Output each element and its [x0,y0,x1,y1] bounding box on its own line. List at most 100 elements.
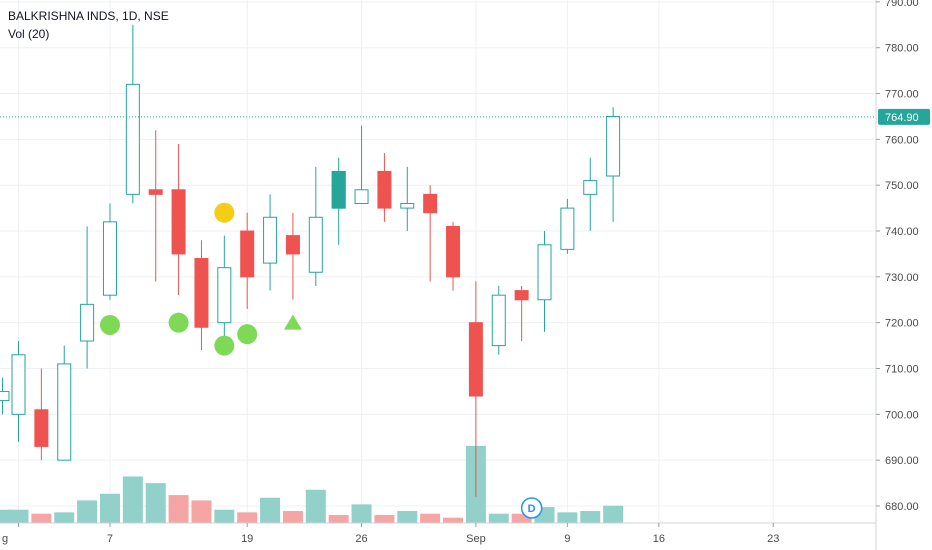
candle [400,166,415,232]
volume-bar [54,512,75,523]
volume-bar [99,493,120,523]
dividend-icon[interactable] [520,497,543,519]
candle-body-up [102,221,117,296]
candle [285,212,300,300]
volume-bar [214,509,235,523]
candle-body-down [171,189,186,255]
candle [34,368,49,461]
price-axis-background [876,0,932,550]
volume-bar [557,512,578,523]
candle-body-down [194,258,209,328]
candle-body-up [606,115,621,177]
time-tick-label: 19 [241,533,253,545]
candle-body-up [125,83,140,195]
price-tick-label: 730.00 [885,272,919,284]
volume-bar [351,504,372,523]
candle [125,24,140,204]
time-tick-label: 26 [355,533,367,545]
time-tick-label: Sep [466,533,486,545]
volume-bar [31,513,52,523]
time-tick-label: 23 [767,533,779,545]
candle-body-up [537,244,552,301]
volume-bar [580,511,601,523]
volume-bar [374,515,395,523]
candle-body-down [285,235,300,255]
candle-body-down [423,193,438,214]
candle [102,203,117,300]
marker-layer [99,202,302,356]
candle [491,286,506,355]
candle [583,157,598,232]
candle [57,345,72,461]
candle [240,212,255,309]
price-tick-label: 750.00 [885,180,919,192]
candle [468,281,483,497]
price-tick-label: 710.00 [885,364,919,376]
price-tick-label: 790.00 [885,0,919,9]
candle-body-up [57,363,72,461]
candle-body-solid [331,170,346,209]
volume-bar [397,511,418,523]
volume-bar [603,505,624,523]
candle-body-up [11,354,26,415]
candle-body-down [148,189,163,195]
dividend-marker[interactable]: D [520,497,543,519]
volume-bar [511,513,532,523]
volume-bar [282,511,303,523]
candle [560,198,575,254]
volume-bar [77,500,98,523]
last-price-tag-bg [878,108,930,125]
volume-bar [168,495,189,523]
price-tick-label: 740.00 [885,226,919,238]
volume-bar [191,500,212,523]
time-axis[interactable]: g 7 19 26 Sep 9 16 23 [2,523,779,545]
volume-bar [420,513,441,523]
yellow-signal-circle [214,202,235,223]
volume-layer [0,445,624,523]
price-tick-label: 760.00 [885,134,919,146]
candle [80,226,95,369]
candle-body-up [354,189,369,205]
volume-bar [328,515,349,523]
candle-body-up [491,294,506,347]
candle [446,221,461,291]
candle [514,286,529,342]
candle [263,194,278,291]
green-signal-triangle [283,314,302,330]
candle [354,125,369,205]
price-tick-label: 690.00 [885,455,919,467]
candle-body-down [468,322,483,397]
candle [0,377,10,415]
candle-body-down [377,170,392,209]
volume-bar [443,517,464,523]
green-signal-circle [168,312,189,333]
candle-body-down [514,290,529,301]
green-signal-circle [214,335,235,356]
price-tick-label: 700.00 [885,409,919,421]
candle [217,235,232,346]
volume-bar [8,509,29,523]
candle-body-up [263,216,278,264]
price-axis[interactable]: 680.00 690.00 700.00 710.00 720.00 730.00 740.… [876,0,919,513]
candle-body-up [80,303,95,342]
price-tick-label: 680.00 [885,501,919,513]
candle-body-up [217,267,232,324]
candle-body-up [560,207,575,250]
candle-layer [0,24,621,497]
candle [377,153,392,222]
price-tick-label: 780.00 [885,43,919,55]
candle-body-down [34,409,49,447]
time-tick-label: 9 [564,533,570,545]
candle-body-up [308,216,323,273]
volume-bar [122,476,143,523]
volume-indicator-label: Vol (20) [8,27,49,41]
symbol-title: BALKRISHNA INDS, 1D, NSE [8,9,169,23]
candle-body-up [583,180,598,195]
candle [423,185,438,282]
volume-bar [305,489,326,523]
candle-body-up [0,390,10,402]
candle-body-up [400,203,415,209]
price-tick-label: 770.00 [885,89,919,101]
